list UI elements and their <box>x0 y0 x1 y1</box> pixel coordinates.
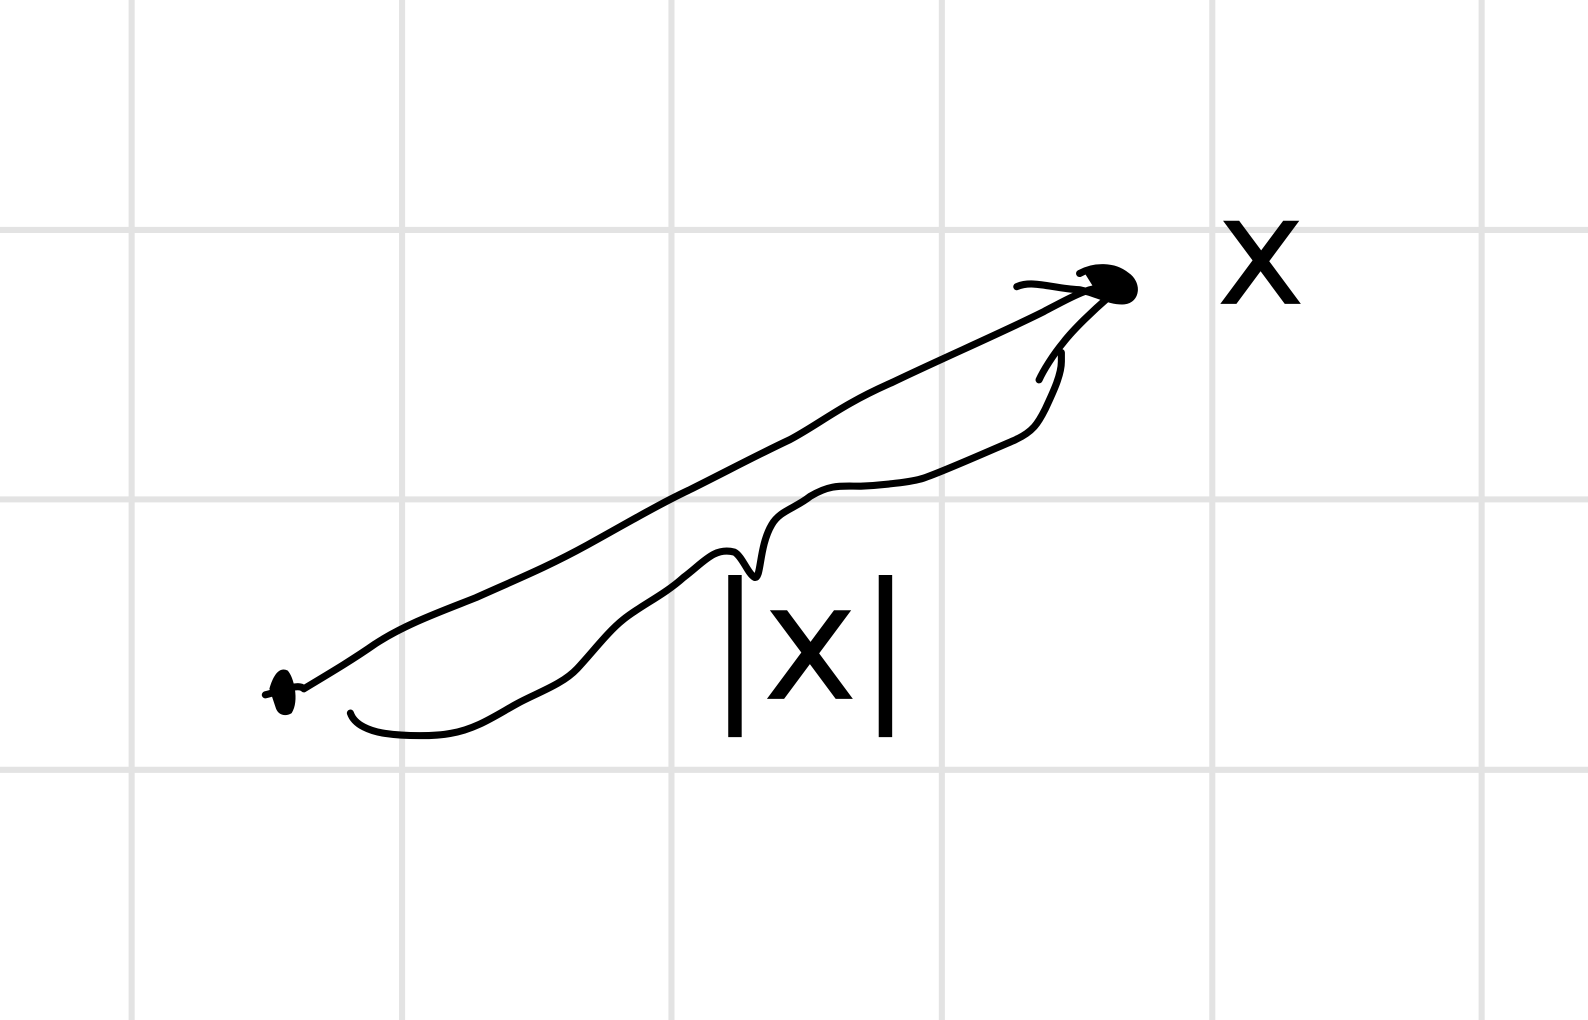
target-label: x <box>1216 163 1306 340</box>
arrow-tail <box>269 669 296 716</box>
arrow-shaft <box>261 284 1118 699</box>
arrow-label: |x| <box>708 550 913 738</box>
arrow-head <box>1013 264 1138 384</box>
arrow-tip <box>1083 269 1133 301</box>
curve <box>346 348 1065 740</box>
sketch: |x| x <box>261 163 1306 740</box>
